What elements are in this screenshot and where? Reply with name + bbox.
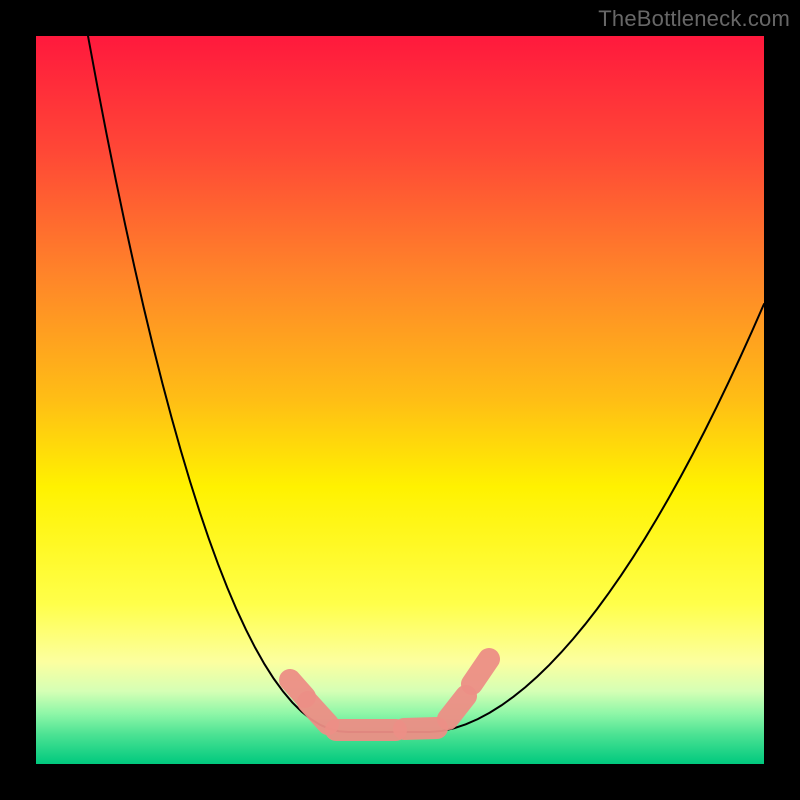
chart-svg — [0, 0, 800, 800]
chart-root: TheBottleneck.com — [0, 0, 800, 800]
bottleneck-marker-segment — [308, 702, 328, 724]
watermark-text: TheBottleneck.com — [598, 6, 790, 32]
bottleneck-marker-segment — [448, 696, 466, 719]
bottleneck-marker-segment — [472, 659, 489, 684]
bottleneck-marker-segment — [404, 728, 437, 729]
plot-background — [36, 36, 764, 764]
